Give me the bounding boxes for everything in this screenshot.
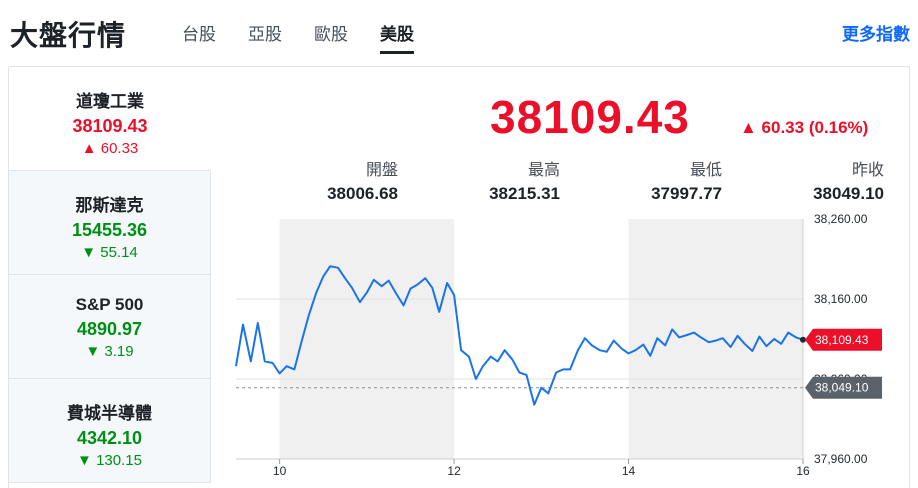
more-indices-link[interactable]: 更多指數	[842, 25, 910, 44]
stat-label: 最低	[689, 162, 722, 179]
y-tick-label: 38,260.00	[814, 212, 868, 226]
prev-close-tag	[805, 376, 882, 399]
y-tick-label: 38,160.00	[814, 292, 868, 306]
last-price-tag-label: 38,109.43	[815, 333, 869, 347]
index-name: 費城半導體	[67, 404, 152, 423]
index-change: ▼ 3.19	[9, 343, 210, 360]
stat-open: 開盤 38006.68	[327, 156, 398, 204]
tab-taiwan[interactable]: 台股	[182, 25, 216, 44]
price-line	[235, 265, 804, 406]
index-price: 38109.43	[72, 116, 148, 136]
x-tick-label: 16	[796, 464, 810, 478]
index-name: 那斯達克	[75, 196, 144, 215]
stat-value: 38215.31	[489, 184, 560, 203]
index-price: 4890.97	[76, 319, 143, 339]
y-tick-label: 37,960.00	[814, 452, 868, 466]
index-item-nasdaq[interactable]: 那斯達克 15455.36 ▼ 55.14	[9, 171, 211, 275]
stat-label: 昨收	[851, 162, 884, 179]
index-change: ▲ 60.33	[9, 140, 211, 157]
index-name: 道瓊工業	[76, 92, 144, 111]
stat-value: 38006.68	[327, 184, 398, 203]
tab-us[interactable]: 美股	[380, 20, 414, 54]
stat-low: 最低 37997.77	[651, 156, 722, 204]
index-list: 道瓊工業 38109.43 ▲ 60.33 那斯達克 15455.36 ▼ 55…	[9, 67, 211, 488]
top-bar: 大盤行情 台股 亞股 歐股 美股 更多指數	[0, 0, 918, 60]
index-change: ▼ 130.15	[9, 452, 210, 469]
stat-value: 37997.77	[651, 184, 722, 203]
stat-prev-close: 昨收 38049.10	[813, 156, 884, 204]
index-item-sp500[interactable]: S&P 500 4890.97 ▼ 3.19	[9, 275, 211, 379]
down-arrow-icon: ▼	[77, 452, 97, 469]
stat-label: 最高	[527, 162, 560, 179]
page-title: 大盤行情	[10, 20, 127, 51]
stat-high: 最高 38215.31	[489, 156, 560, 204]
up-arrow-icon: ▲	[81, 140, 101, 157]
stat-value: 38049.10	[813, 184, 884, 203]
market-tabs: 台股 亞股 歐股 美股	[182, 20, 446, 54]
x-tick-label: 14	[622, 464, 636, 478]
stat-label: 開盤	[365, 162, 398, 179]
down-arrow-icon: ▼	[81, 244, 101, 261]
tab-asia[interactable]: 亞股	[248, 25, 282, 44]
market-card	[8, 66, 910, 488]
index-change: ▼ 55.14	[9, 244, 210, 261]
index-change-value: 3.19	[104, 343, 134, 360]
x-tick-label: 10	[273, 464, 287, 478]
index-change-value: 60.33	[100, 140, 139, 157]
index-price: 4342.10	[76, 428, 143, 448]
last-price-dot	[800, 336, 806, 343]
last-price-tag	[805, 328, 882, 351]
index-price: 15455.36	[71, 220, 148, 240]
prev-close-tag-label: 38,049.10	[815, 381, 869, 395]
price-change: ▲ 60.33 (0.16%)	[740, 118, 869, 137]
shaded-band	[628, 219, 803, 459]
index-item-dow[interactable]: 道瓊工業 38109.43 ▲ 60.33	[9, 67, 211, 171]
index-item-sox[interactable]: 費城半導體 4342.10 ▼ 130.15	[9, 379, 211, 483]
tab-europe[interactable]: 歐股	[314, 25, 348, 44]
index-change-value: 130.15	[96, 452, 142, 469]
index-change-value: 55.14	[100, 244, 138, 261]
x-tick-label: 12	[447, 464, 461, 478]
index-name: S&P 500	[75, 295, 144, 314]
shaded-band	[279, 219, 455, 459]
down-arrow-icon: ▼	[85, 343, 105, 360]
current-price: 38109.43	[490, 91, 690, 143]
